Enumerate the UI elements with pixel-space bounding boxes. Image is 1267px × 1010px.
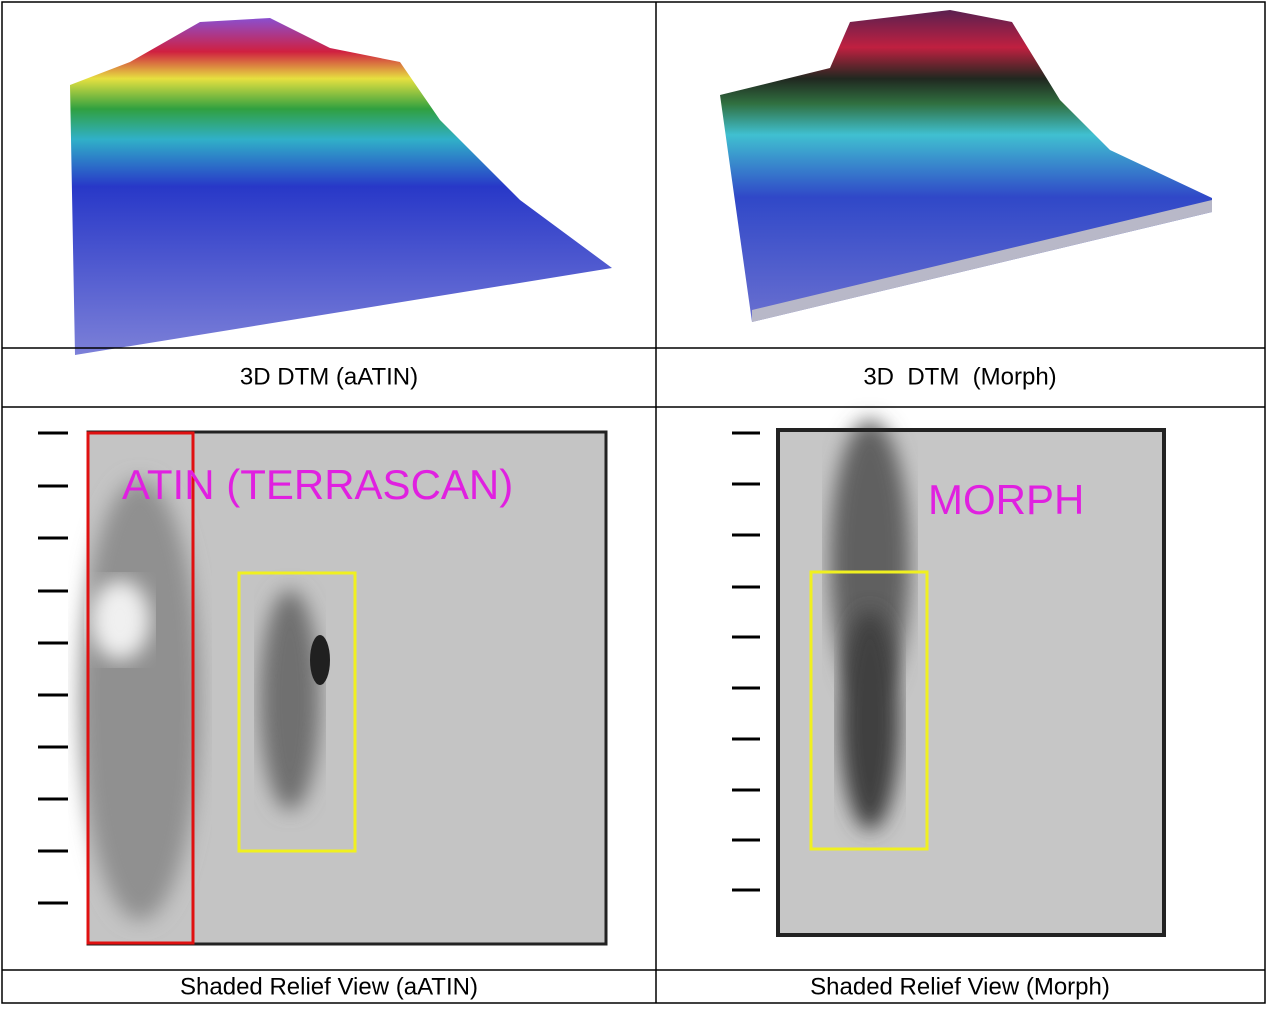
caption: 3D DTM (Morph): [863, 363, 1056, 390]
overlay-label: ATIN (TERRASCAN): [122, 461, 513, 508]
caption: Shaded Relief View (Morph): [810, 973, 1110, 1000]
overlay-label: MORPH: [928, 476, 1084, 523]
caption: Shaded Relief View (aATIN): [180, 973, 478, 1000]
figure-table: ATIN (TERRASCAN) MORPH 3D DTM (aATIN) 3D…: [0, 0, 1267, 1005]
caption: 3D DTM (aATIN): [240, 363, 418, 390]
relief-aatin-image: [80, 432, 606, 944]
